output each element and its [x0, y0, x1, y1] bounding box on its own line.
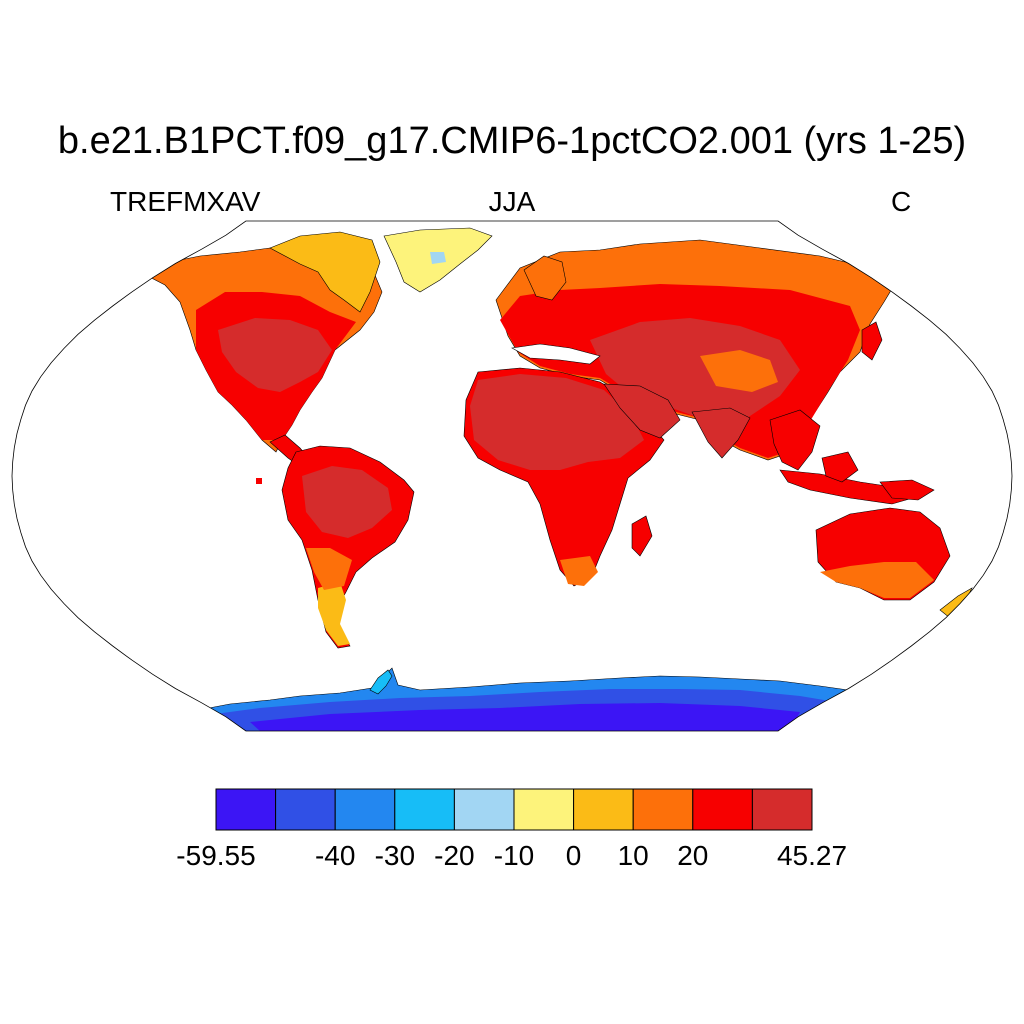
colorbar-tick-label: 45.27 [776, 840, 848, 871]
map-fill [139, 227, 973, 731]
colorbar-tick-label: 0 [565, 840, 582, 871]
colorbar-box [215, 788, 277, 831]
southern-africa [560, 556, 598, 586]
antarctica-core [250, 703, 800, 731]
plot-title: b.e21.B1PCT.f09_g17.CMIP6-1pctCO2.001 (y… [57, 120, 967, 162]
colorbar-tick-label: -20 [434, 840, 475, 871]
central-asia [590, 318, 800, 438]
colorbar-tick-label: -30 [374, 840, 416, 871]
colorbar-box [632, 788, 694, 831]
usa-interior [218, 318, 332, 392]
colorbar-tick-label: -59.55 [176, 840, 256, 871]
antarctic-peninsula [369, 669, 393, 695]
andes-south [306, 548, 352, 590]
scandinavia [523, 255, 567, 301]
units-label: C [891, 186, 912, 217]
colorbar-box [751, 788, 813, 831]
colorbar-box [573, 788, 634, 831]
colorbar-box [692, 788, 753, 831]
patagonia [318, 582, 350, 646]
colorbar-box [275, 788, 336, 831]
new-guinea [879, 479, 935, 501]
borneo [821, 451, 859, 483]
japan [861, 321, 883, 361]
arabia [603, 383, 681, 439]
tibet [700, 350, 778, 392]
hawaii [256, 478, 262, 484]
india [691, 407, 751, 459]
season-label: JJA [488, 186, 536, 217]
australia-south [820, 562, 934, 598]
greenland-ice [430, 252, 446, 264]
colorbar-box [334, 788, 396, 831]
colorbar-tick-label: 20 [677, 840, 709, 871]
madagascar [631, 515, 653, 557]
map-boundary [11, 220, 1013, 732]
canadian-arctic [269, 231, 381, 313]
colorbar-tick-label: 10 [617, 840, 649, 871]
sahara [470, 374, 644, 470]
mediterranean [511, 343, 601, 365]
colorbar-tick-label: -10 [493, 840, 535, 871]
southeast-asia [769, 409, 821, 471]
colorbar-tick-label: -40 [314, 840, 356, 871]
colorbar-box [513, 788, 575, 831]
variable-label: TREFMXAV [110, 186, 261, 217]
amazon [302, 466, 392, 538]
colorbar-box [394, 788, 455, 831]
colorbar-box [453, 788, 515, 831]
